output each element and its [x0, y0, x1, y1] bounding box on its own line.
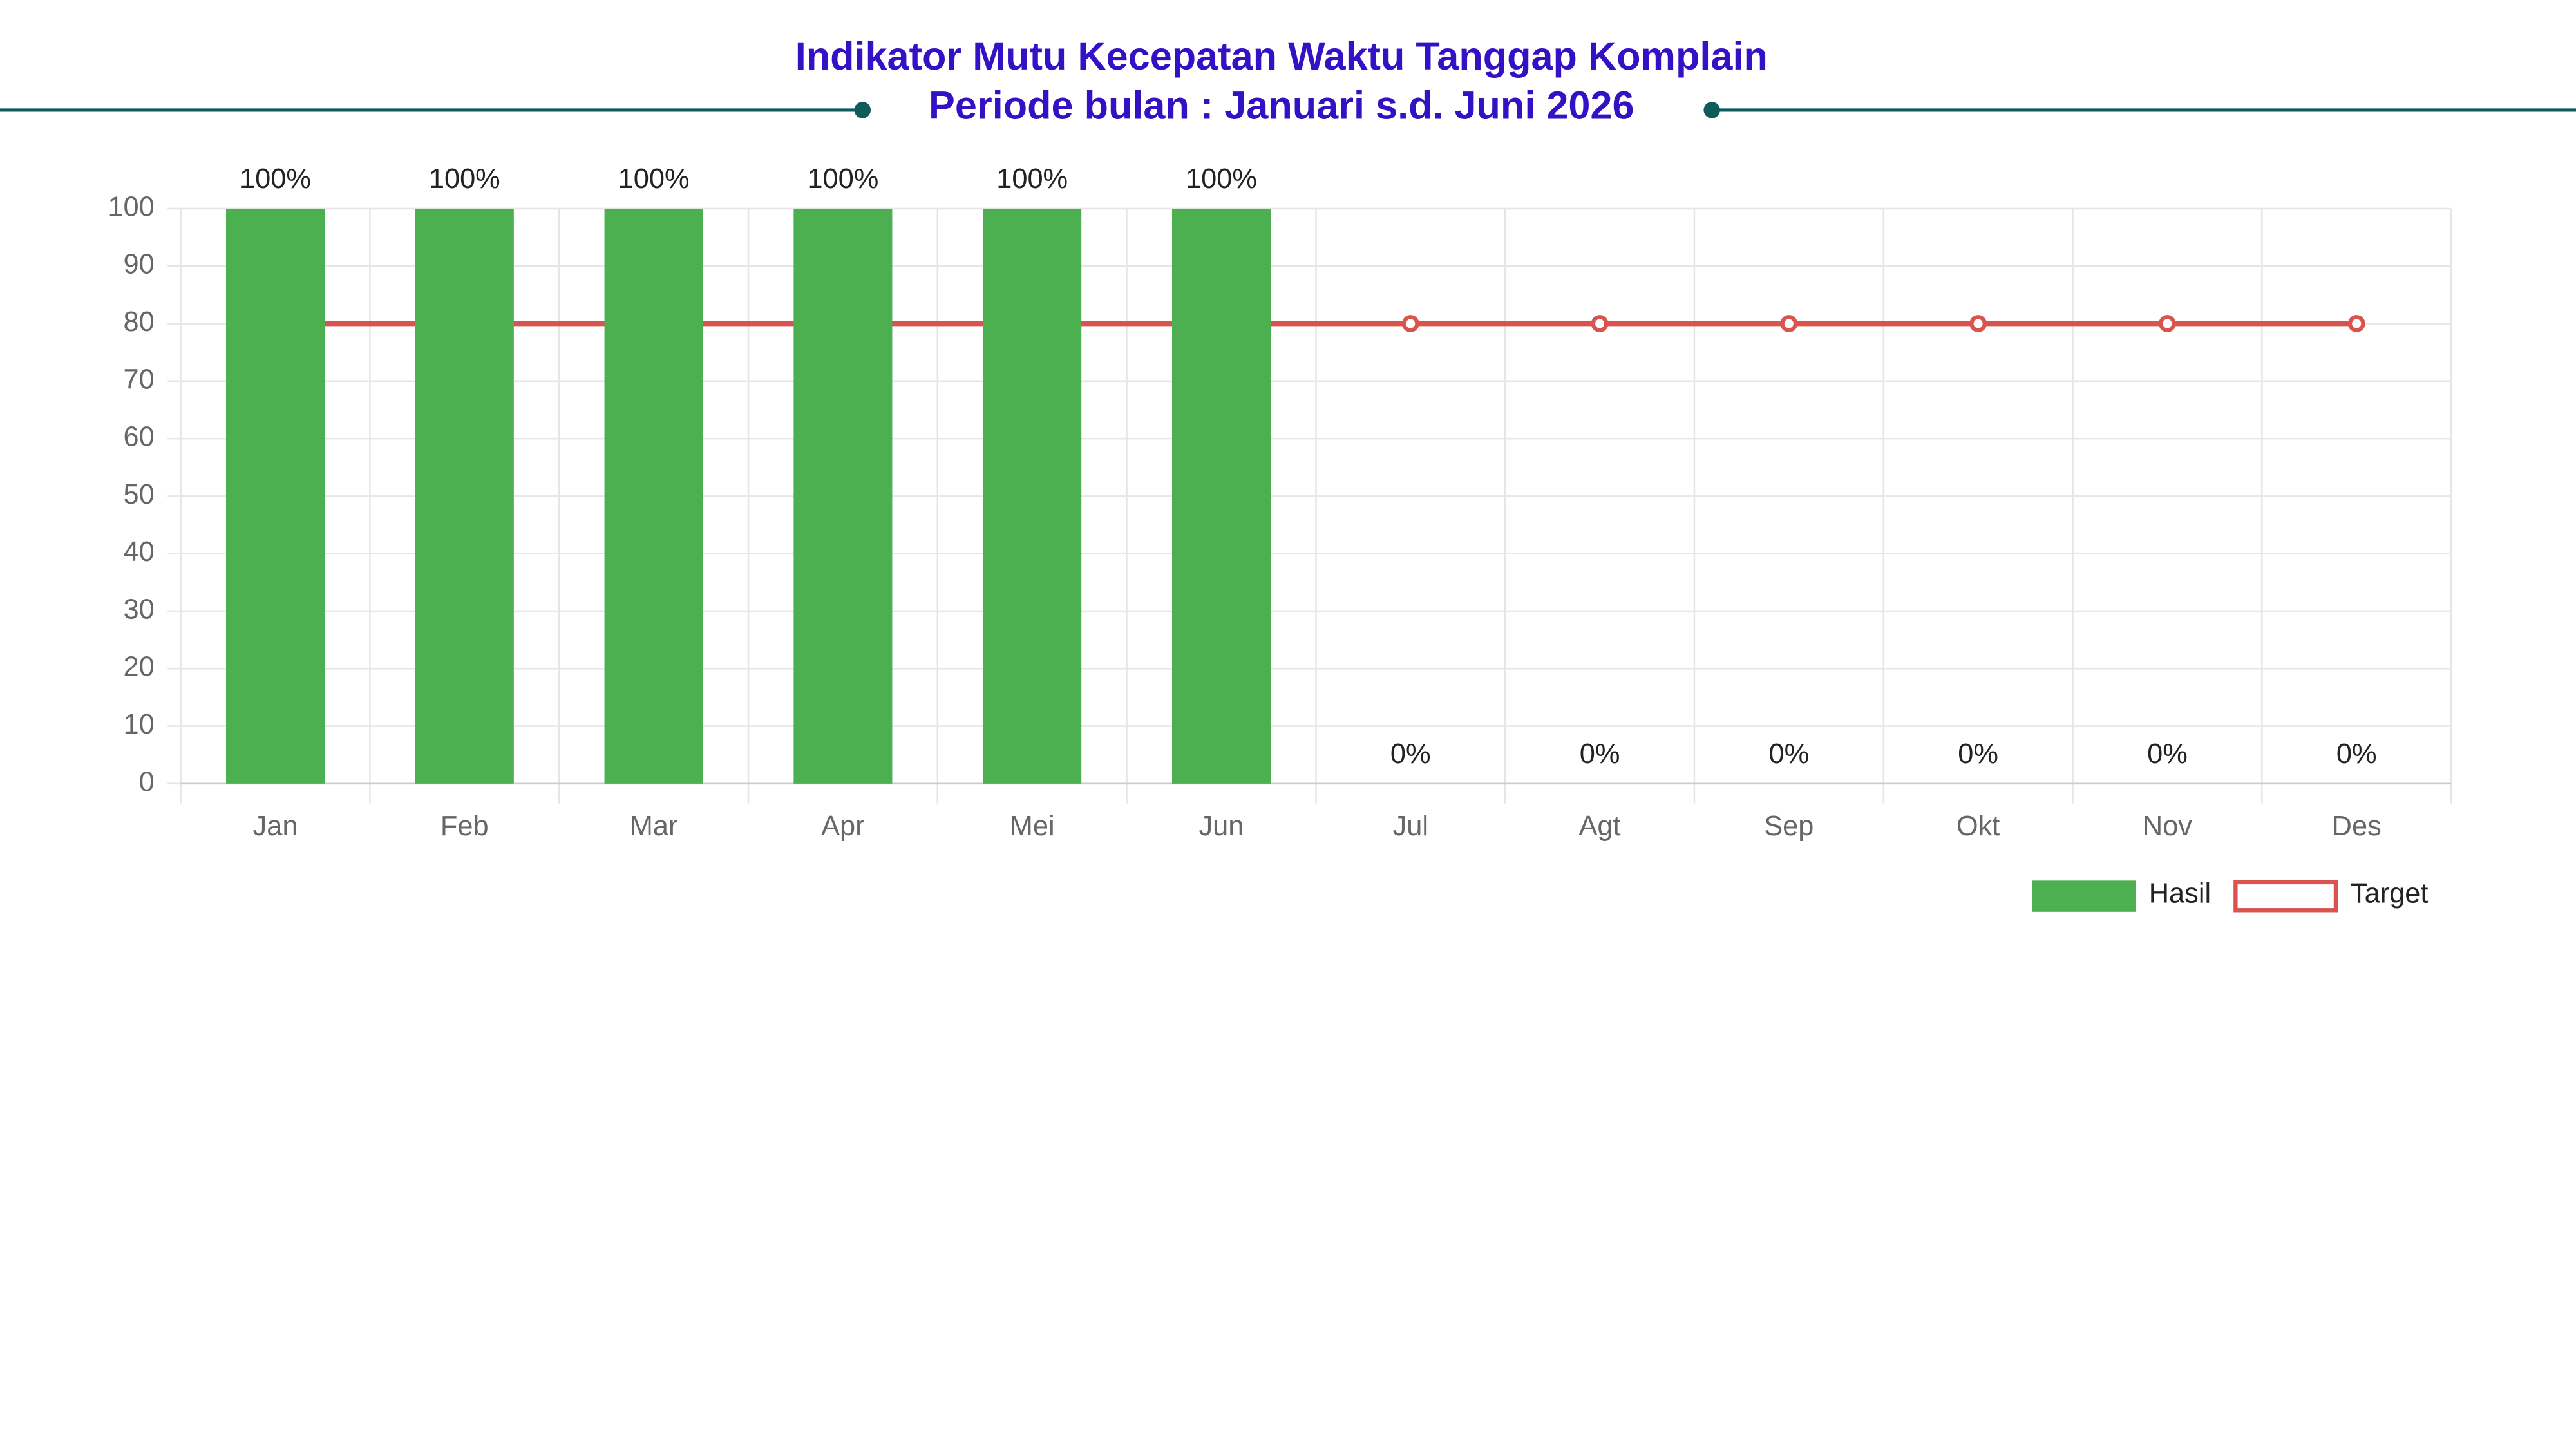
legend-swatch	[2233, 880, 2338, 913]
y-tick-label: 10	[124, 709, 155, 740]
y-tick-label: 80	[124, 307, 155, 337]
target-point	[1780, 315, 1798, 332]
title-dot	[854, 102, 871, 118]
legend-label: Hasil	[2149, 878, 2211, 909]
x-tick-label: Nov	[2143, 811, 2192, 842]
x-tick-label: Sep	[1764, 811, 1814, 842]
x-tick-label: Jul	[1393, 811, 1428, 842]
target-point	[1969, 315, 1987, 332]
y-tick-label: 20	[124, 652, 155, 683]
y-tick-label: 40	[124, 536, 155, 567]
legend-swatch	[2032, 880, 2136, 912]
x-tick-label: Jan	[253, 811, 298, 842]
data-label: 100%	[996, 164, 1068, 194]
legend-label: Target	[2351, 878, 2429, 909]
bar	[225, 208, 325, 784]
x-tick-label: Jun	[1199, 811, 1244, 842]
target-point	[2347, 315, 2365, 332]
y-tick-label: 0	[139, 766, 155, 797]
bar	[415, 208, 514, 784]
data-label: 100%	[429, 164, 500, 194]
x-tick-label: Mar	[630, 811, 678, 842]
data-label: 0%	[1390, 739, 1431, 770]
y-tick-label: 100	[108, 191, 154, 222]
data-label: 100%	[240, 164, 311, 194]
data-label: 0%	[1769, 739, 1810, 770]
y-tick-label: 90	[124, 249, 155, 280]
x-tick-label: Okt	[1956, 811, 2000, 842]
x-tick-label: Mei	[1010, 811, 1055, 842]
target-point	[2159, 315, 2176, 332]
y-tick-label: 70	[124, 364, 155, 395]
chart-subtitle: Periode bulan : Januari s.d. Juni 2026	[929, 84, 1634, 128]
y-tick-label: 50	[124, 479, 155, 510]
x-tick-label: Des	[2332, 811, 2382, 842]
data-label: 0%	[1580, 739, 1620, 770]
chart-title: Indikator Mutu Kecepatan Waktu Tanggap K…	[795, 34, 1768, 78]
x-tick-label: Feb	[440, 811, 489, 842]
data-label: 0%	[1958, 739, 1998, 770]
bar	[1171, 208, 1271, 784]
data-label: 100%	[1186, 164, 1257, 194]
y-tick-label: 30	[124, 594, 155, 625]
data-label: 100%	[618, 164, 690, 194]
target-point	[1591, 315, 1609, 332]
bar	[604, 208, 703, 784]
y-tick-label: 60	[124, 422, 155, 453]
data-label: 0%	[2147, 739, 2188, 770]
data-label: 100%	[807, 164, 878, 194]
x-tick-label: Apr	[821, 811, 864, 842]
title-dot	[1703, 102, 1720, 118]
x-tick-label: Agt	[1579, 811, 1621, 842]
bar	[793, 208, 893, 784]
target-point	[1401, 315, 1419, 332]
bar	[983, 208, 1082, 784]
data-label: 0%	[2336, 739, 2377, 770]
